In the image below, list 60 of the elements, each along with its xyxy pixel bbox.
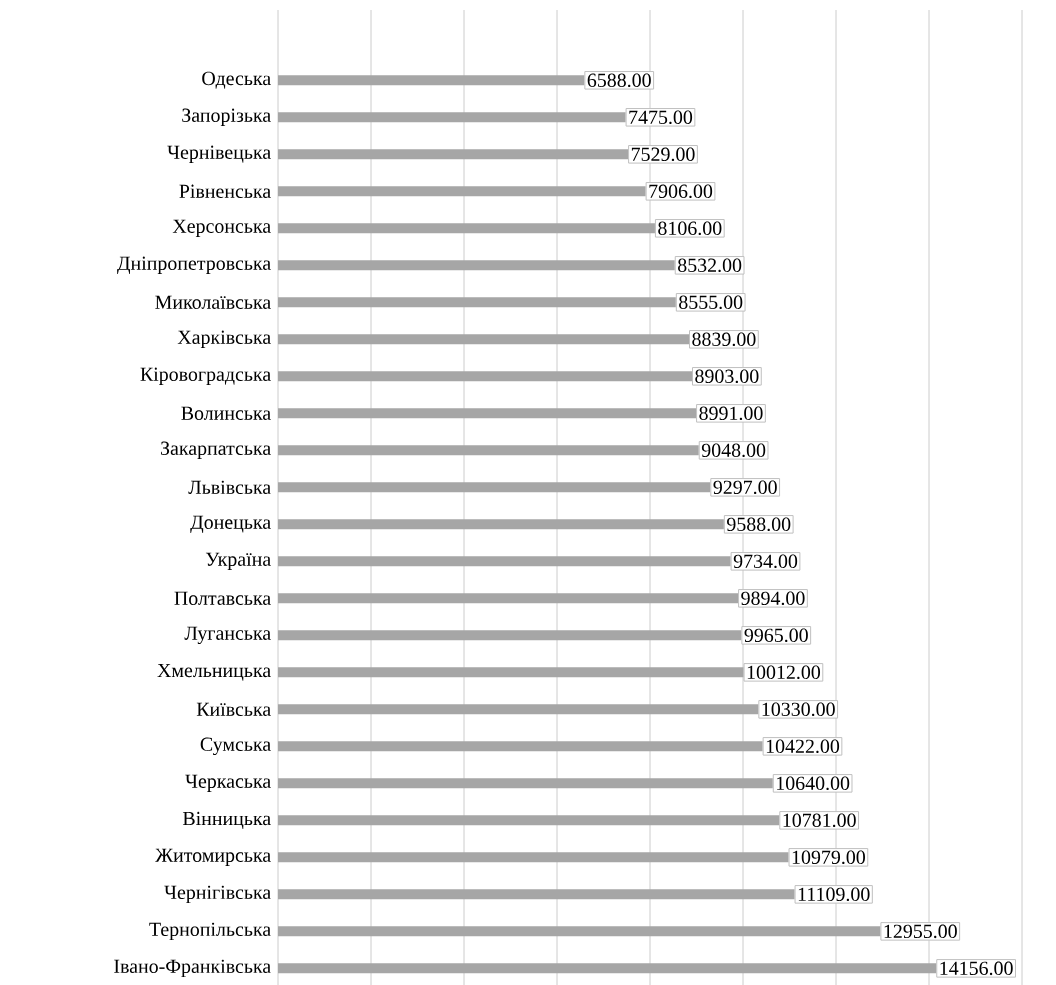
data-label: 10781.00 bbox=[783, 813, 856, 828]
bar bbox=[278, 445, 699, 456]
data-label: 9965.00 bbox=[744, 628, 808, 643]
y-tick-label: Кіровоградська bbox=[140, 367, 271, 386]
data-label: 14156.00 bbox=[940, 961, 1013, 976]
y-tick-label: Донецька bbox=[190, 515, 271, 533]
y-tick-label: Вінницька bbox=[182, 811, 271, 829]
y-tick-label: Миколаївська bbox=[155, 295, 271, 309]
y-tick-label: Житомирська bbox=[155, 848, 271, 866]
data-label: 8991.00 bbox=[699, 406, 763, 421]
data-label: 9734.00 bbox=[733, 554, 798, 569]
data-label: 6588.00 bbox=[587, 73, 651, 88]
bar bbox=[278, 371, 692, 382]
bar bbox=[278, 223, 655, 234]
y-tick-label: Сумська bbox=[200, 737, 271, 756]
y-tick-label: Чернігівська bbox=[164, 885, 271, 904]
data-label: 10979.00 bbox=[792, 850, 865, 865]
data-label: 9588.00 bbox=[726, 517, 791, 532]
y-tick-label: Херсонська bbox=[172, 219, 271, 237]
data-label: 11109.00 bbox=[798, 887, 870, 902]
y-tick-label: Київська bbox=[196, 702, 271, 716]
bar bbox=[278, 519, 724, 530]
y-tick-label: Львівська bbox=[188, 480, 271, 495]
data-label: 9894.00 bbox=[741, 591, 805, 606]
bar bbox=[278, 149, 629, 160]
data-label: 12955.00 bbox=[884, 924, 957, 939]
y-tick-label: Рівненська bbox=[179, 184, 271, 198]
y-tick-label: Запорізька bbox=[182, 108, 271, 127]
data-label: 8555.00 bbox=[679, 295, 743, 310]
data-label: 8106.00 bbox=[658, 221, 722, 236]
y-tick-label: Харківська bbox=[177, 330, 271, 349]
y-tick-label: Полтавська bbox=[174, 591, 271, 605]
data-label: 10330.00 bbox=[762, 702, 835, 717]
y-tick-label: Чернівецька bbox=[167, 145, 271, 164]
y-tick-label: Одеська bbox=[202, 71, 271, 89]
data-label: 7475.00 bbox=[629, 110, 693, 125]
y-tick-label: Дніпропетровська bbox=[117, 256, 271, 275]
bar bbox=[278, 593, 739, 604]
data-label: 8839.00 bbox=[692, 332, 756, 347]
data-label: 10640.00 bbox=[777, 776, 850, 791]
y-tick-label: Луганська bbox=[184, 626, 271, 645]
y-tick-label: Закарпатська bbox=[160, 441, 271, 460]
y-tick-label: Хмельницька bbox=[157, 663, 271, 681]
bar bbox=[278, 334, 690, 345]
data-label: 10422.00 bbox=[766, 739, 840, 754]
data-label: 8532.00 bbox=[678, 258, 742, 273]
data-label: 10012.00 bbox=[747, 665, 821, 680]
y-tick-label: Івано-Франківська bbox=[114, 959, 271, 978]
data-label: 8903.00 bbox=[695, 369, 759, 384]
bar bbox=[278, 482, 711, 493]
data-label: 9297.00 bbox=[713, 480, 777, 495]
y-tick-label: Тернопільська bbox=[149, 922, 271, 941]
data-label: 7529.00 bbox=[631, 147, 695, 162]
data-label: 9048.00 bbox=[701, 443, 766, 458]
y-tick-label: Волинська bbox=[181, 406, 271, 420]
data-label: 7906.00 bbox=[649, 184, 713, 199]
bar bbox=[278, 408, 697, 419]
bar bbox=[278, 556, 731, 567]
y-tick-label: Черкаська bbox=[185, 774, 271, 792]
y-tick-label: Україна bbox=[205, 552, 271, 570]
